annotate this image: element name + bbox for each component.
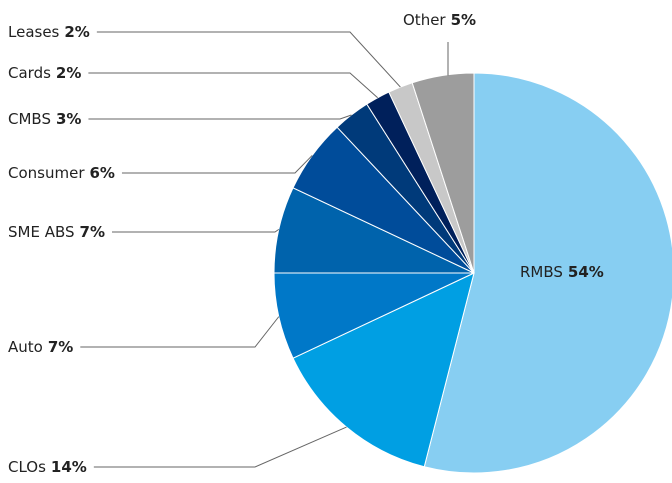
leader-line xyxy=(93,426,347,468)
value-label: 7% xyxy=(48,338,73,356)
value-label: 6% xyxy=(90,164,115,182)
value-label: 7% xyxy=(80,223,105,241)
value-label: 3% xyxy=(56,110,81,128)
value-label: 2% xyxy=(64,23,89,41)
slice-label: Auto 7% xyxy=(8,338,73,356)
value-label: 2% xyxy=(56,64,81,82)
leader-line xyxy=(96,31,401,88)
slice-label: Cards 2% xyxy=(8,64,81,82)
value-label: 5% xyxy=(451,11,476,29)
slice-label: Leases 2% xyxy=(8,23,90,41)
slice-label: SME ABS 7% xyxy=(8,223,105,241)
pie-slice xyxy=(292,272,475,468)
value-label: 14% xyxy=(51,458,87,476)
category-label: Auto xyxy=(8,338,43,356)
category-label: Other xyxy=(403,11,446,29)
category-label: CLOs xyxy=(8,458,46,476)
leader-line xyxy=(80,316,280,348)
category-label: Consumer xyxy=(8,164,85,182)
slice-label: RMBS 54% xyxy=(520,263,604,281)
pie-slice xyxy=(411,72,475,274)
leader-line xyxy=(121,155,313,174)
leader-line xyxy=(88,72,378,99)
slice-label: CLOs 14% xyxy=(8,458,87,476)
slice-label: Other 5% xyxy=(403,11,476,29)
pie-slice xyxy=(423,72,672,474)
value-label: 54% xyxy=(568,263,604,281)
category-label: Cards xyxy=(8,64,51,82)
category-label: Leases xyxy=(8,23,60,41)
leader-line xyxy=(88,114,352,120)
category-label: CMBS xyxy=(8,110,51,128)
category-label: SME ABS xyxy=(8,223,75,241)
leader-line xyxy=(112,228,280,233)
category-label: RMBS xyxy=(520,263,563,281)
slice-label: CMBS 3% xyxy=(8,110,81,128)
slice-label: Consumer 6% xyxy=(8,164,115,182)
